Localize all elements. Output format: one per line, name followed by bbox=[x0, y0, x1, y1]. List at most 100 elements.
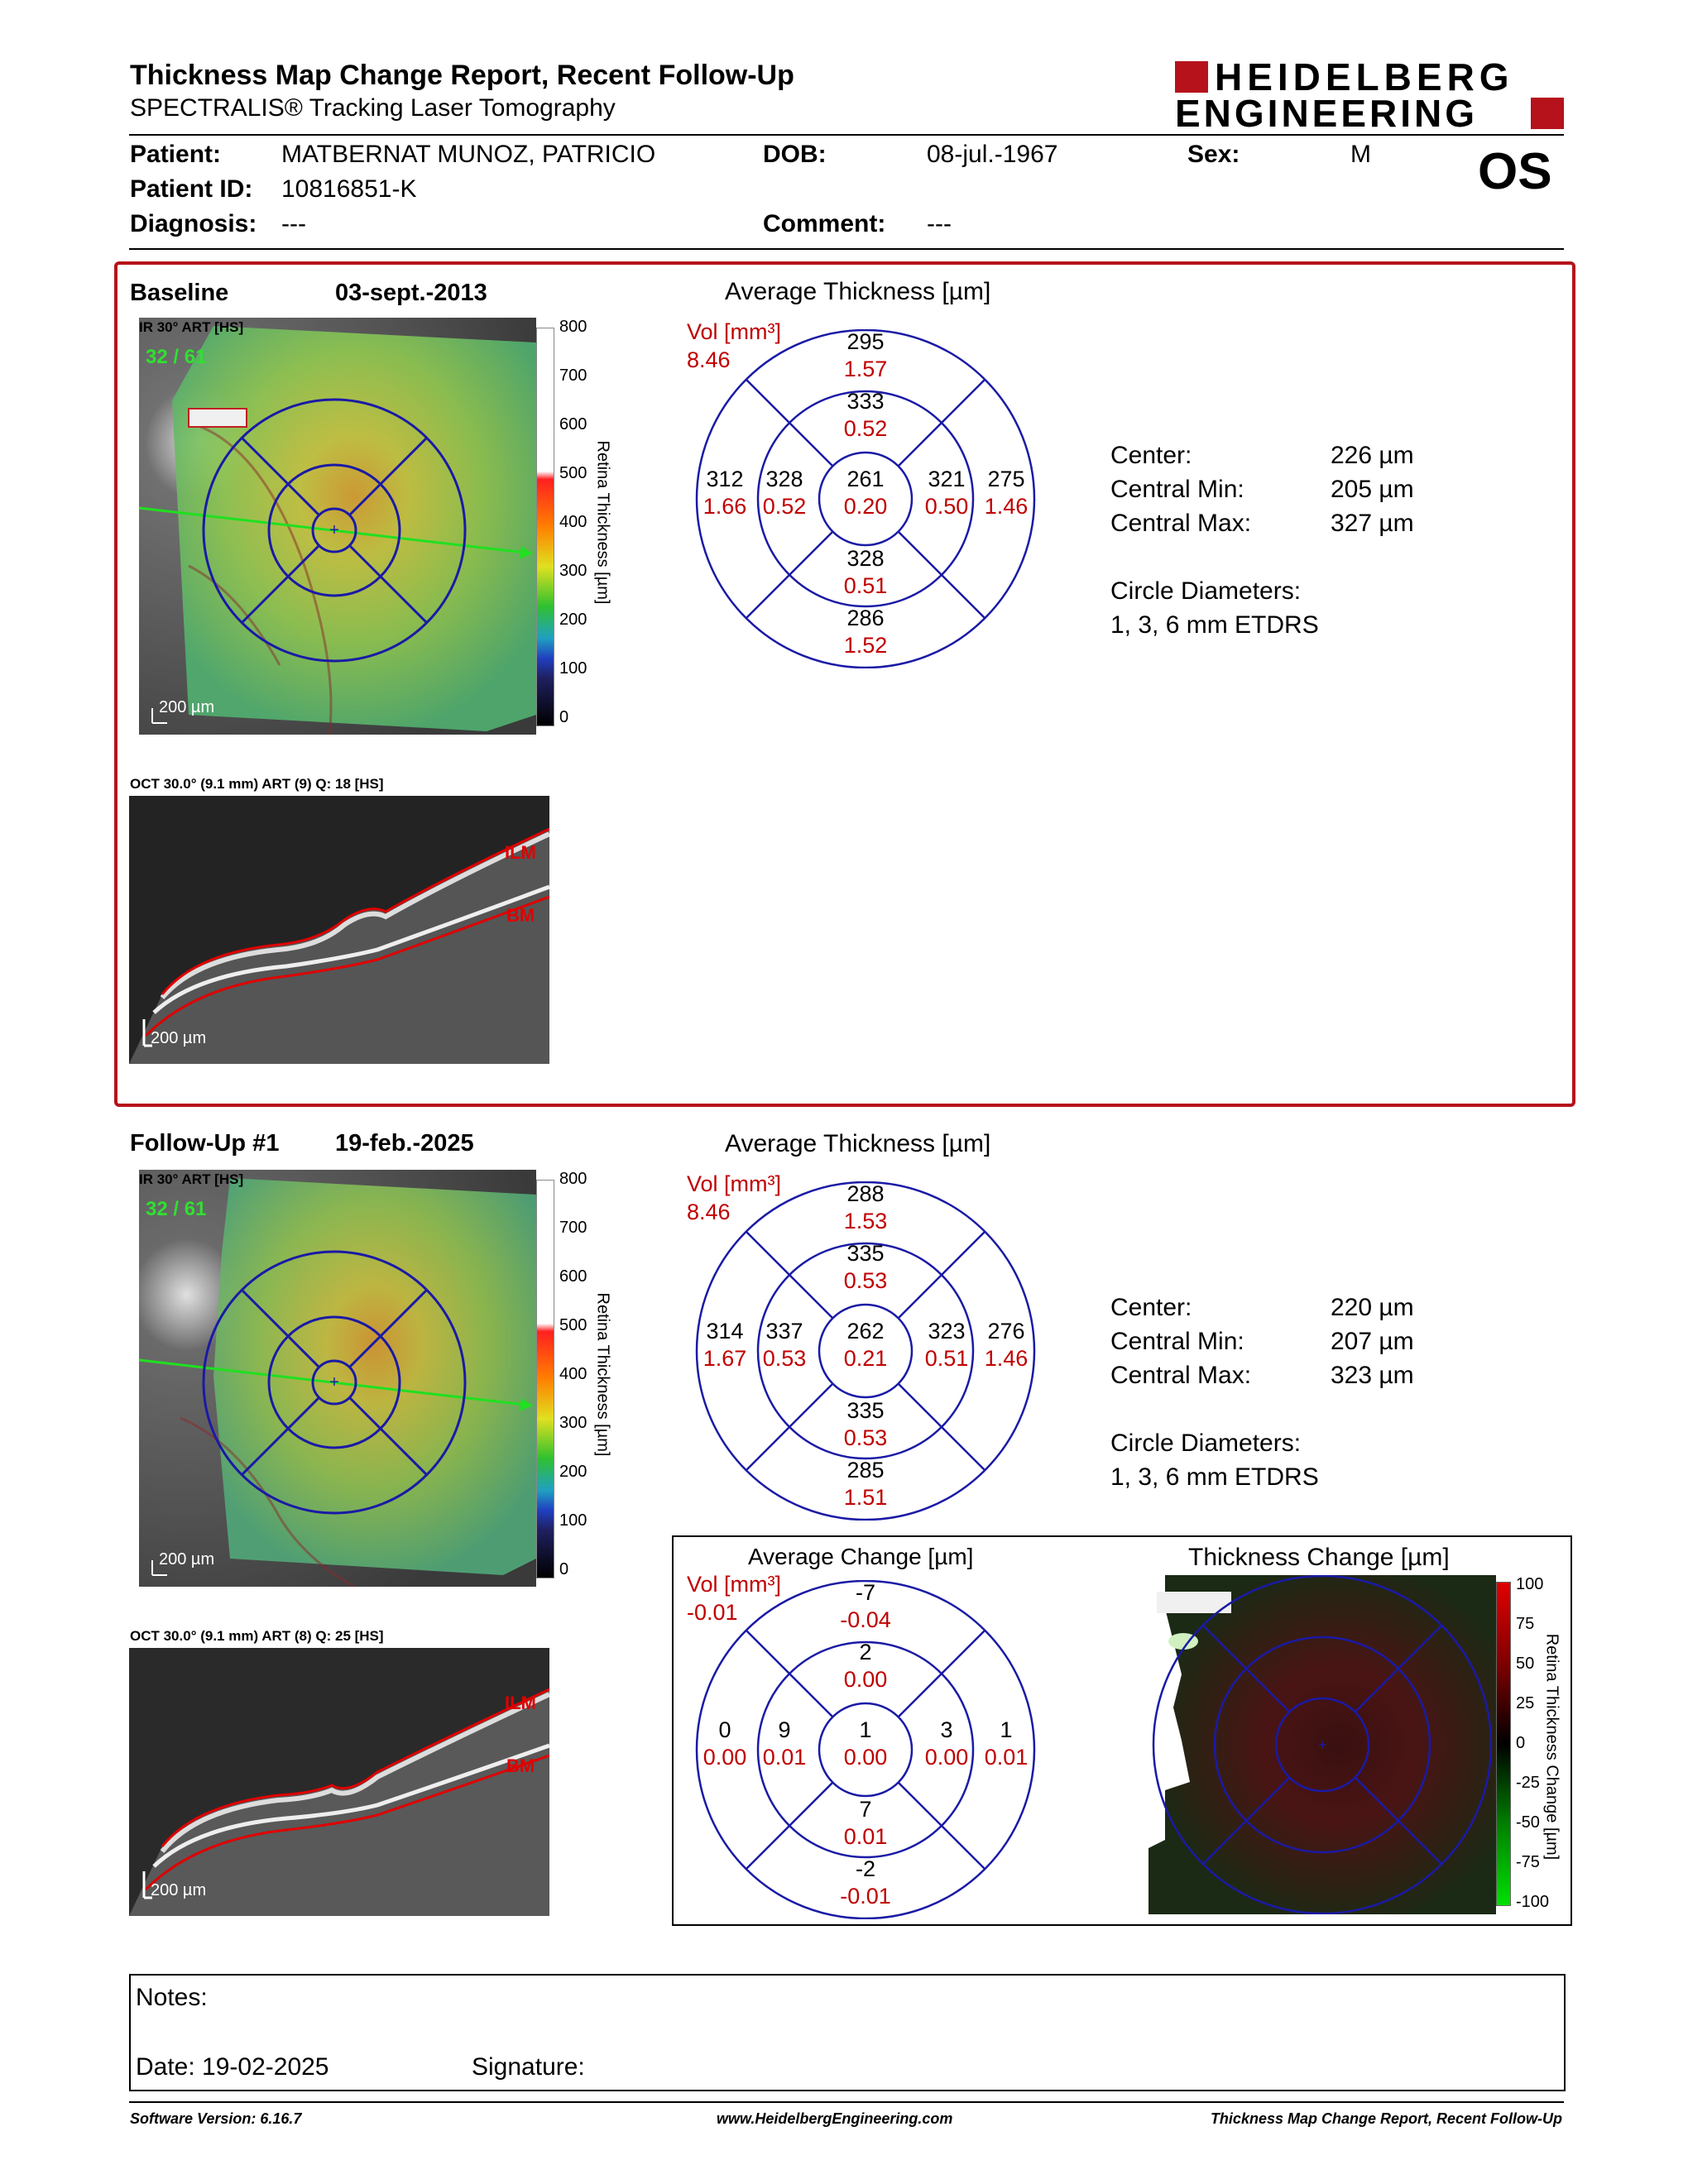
baseline-oct-image bbox=[129, 796, 551, 1064]
footer-software-version: Software Version: 6.16.7 bbox=[130, 2110, 302, 2127]
colorbar-tick: 200 bbox=[559, 1463, 587, 1481]
patient-id-value: 10816851-K bbox=[281, 175, 417, 203]
baseline-ir-frames: 32 / 61 bbox=[146, 346, 207, 368]
inf-outer-change: -2 bbox=[855, 1856, 875, 1881]
footer-website: www.HeidelbergEngineering.com bbox=[717, 2110, 953, 2127]
change-map-image: + bbox=[1149, 1574, 1496, 1915]
baseline-oct-scale: 200 µm bbox=[151, 1029, 207, 1047]
baseline-date: 03-sept.-2013 bbox=[335, 280, 487, 306]
logo-text-line2: ENGINEERING bbox=[1175, 92, 1479, 135]
report-title: Thickness Map Change Report, Recent Foll… bbox=[130, 60, 794, 91]
followup-vol-value: 8.46 bbox=[687, 1200, 731, 1224]
change-colorbar-tick: 50 bbox=[1516, 1655, 1535, 1673]
followup-max-label: Central Max: bbox=[1110, 1362, 1252, 1389]
baseline-oct-svg bbox=[129, 796, 551, 1064]
sup-inner-change: 2 bbox=[859, 1640, 872, 1664]
sup-outer-thickness: 288 bbox=[846, 1181, 885, 1206]
dob-label: DOB: bbox=[763, 141, 827, 168]
report-subtitle: SPECTRALIS® Tracking Laser Tomography bbox=[130, 94, 616, 122]
logo-square-bottom bbox=[1531, 98, 1564, 129]
baseline-min-value: 205 µm bbox=[1331, 476, 1414, 503]
sup-inner-volume: 0.52 bbox=[843, 416, 888, 441]
diagnosis-label: Diagnosis: bbox=[130, 210, 257, 237]
change-colorbar-tick: 100 bbox=[1516, 1575, 1544, 1593]
colorbar-tick: 300 bbox=[559, 1414, 587, 1432]
followup-center-label: Center: bbox=[1110, 1294, 1192, 1321]
inf-inner-thickness: 328 bbox=[846, 546, 885, 571]
nas-inner-volume: 0.50 bbox=[924, 494, 969, 519]
svg-text:+: + bbox=[329, 521, 339, 539]
followup-ir-image: + bbox=[138, 1170, 536, 1588]
inf-inner-thickness: 335 bbox=[846, 1398, 885, 1423]
temp-outer-volume: 1.67 bbox=[703, 1346, 747, 1371]
logo-square-top bbox=[1175, 61, 1208, 93]
change-colorbar-tick: -50 bbox=[1516, 1813, 1540, 1832]
change-box bbox=[672, 1535, 1572, 1926]
dob-value: 08-jul.-1967 bbox=[927, 141, 1058, 168]
followup-ilm-label: ILM bbox=[505, 1693, 536, 1713]
baseline-center-label: Center: bbox=[1110, 442, 1192, 469]
baseline-etdrs-svg bbox=[695, 328, 1036, 669]
sup-outer-volume: 1.53 bbox=[843, 1209, 888, 1233]
change-etdrs-grid bbox=[692, 1579, 1039, 1920]
temp-inner-thickness: 337 bbox=[765, 1319, 803, 1343]
colorbar-tick: 700 bbox=[559, 366, 587, 385]
followup-diam-label: Circle Diameters: bbox=[1110, 1430, 1302, 1457]
change-colorbar-tick: -25 bbox=[1516, 1774, 1540, 1792]
baseline-vol-value: 8.46 bbox=[687, 347, 731, 372]
temp-inner-vol-change: 0.01 bbox=[762, 1745, 807, 1770]
followup-date: 19-feb.-2025 bbox=[335, 1130, 474, 1157]
baseline-vol-label: Vol [mm³] bbox=[687, 319, 782, 344]
comment-value: --- bbox=[927, 210, 952, 237]
center-change: 1 bbox=[859, 1717, 872, 1742]
colorbar-tick: 500 bbox=[559, 1316, 587, 1334]
change-avg-title: Average Change [µm] bbox=[748, 1544, 974, 1569]
sex-value: M bbox=[1350, 141, 1371, 168]
notes-signature-label: Signature: bbox=[472, 2053, 585, 2081]
baseline-label: Baseline bbox=[130, 280, 229, 306]
baseline-min-label: Central Min: bbox=[1110, 476, 1244, 503]
colorbar-tick: 100 bbox=[559, 1511, 587, 1530]
sup-outer-thickness: 295 bbox=[846, 329, 885, 354]
followup-oct-svg bbox=[129, 1648, 551, 1916]
followup-center-value: 220 µm bbox=[1331, 1294, 1414, 1321]
followup-max-value: 323 µm bbox=[1331, 1362, 1414, 1389]
followup-oct-caption: OCT 30.0° (9.1 mm) ART (8) Q: 25 [HS] bbox=[130, 1628, 384, 1644]
colorbar-tick: 600 bbox=[559, 415, 587, 433]
change-vol-label: Vol [mm³] bbox=[687, 1572, 782, 1597]
notes-box[interactable] bbox=[129, 1974, 1566, 2091]
nas-outer-vol-change: 0.01 bbox=[984, 1745, 1029, 1770]
nas-inner-vol-change: 0.00 bbox=[924, 1745, 969, 1770]
patient-label: Patient: bbox=[130, 141, 222, 168]
colorbar-tick: 500 bbox=[559, 464, 587, 482]
change-colorbar-tick: -100 bbox=[1516, 1893, 1550, 1911]
change-colorbar-tick: 0 bbox=[1516, 1734, 1526, 1752]
baseline-max-label: Central Max: bbox=[1110, 510, 1252, 537]
temp-inner-thickness: 328 bbox=[765, 467, 803, 491]
followup-etdrs-svg bbox=[695, 1181, 1036, 1521]
sup-inner-thickness: 333 bbox=[846, 389, 885, 414]
baseline-bm-label: BM bbox=[506, 905, 535, 926]
center-thickness: 262 bbox=[846, 1319, 885, 1343]
center-volume: 0.20 bbox=[843, 494, 888, 519]
change-map-title: Thickness Change [µm] bbox=[1188, 1544, 1450, 1571]
followup-bm-label: BM bbox=[506, 1755, 535, 1776]
baseline-oct-caption: OCT 30.0° (9.1 mm) ART (9) Q: 18 [HS] bbox=[130, 776, 384, 792]
temp-outer-thickness: 314 bbox=[706, 1319, 744, 1343]
inf-inner-volume: 0.51 bbox=[843, 573, 888, 598]
notes-label: Notes: bbox=[136, 1984, 208, 2011]
followup-diam-value: 1, 3, 6 mm ETDRS bbox=[1110, 1463, 1319, 1491]
heidelberg-logo: HEIDELBERG ENGINEERING bbox=[1175, 55, 1564, 135]
followup-colorbar bbox=[536, 1180, 554, 1578]
followup-oct-image bbox=[129, 1648, 551, 1916]
followup-label: Follow-Up #1 bbox=[130, 1130, 280, 1157]
colorbar-tick: 0 bbox=[559, 708, 569, 726]
change-colorbar-tick: 25 bbox=[1516, 1694, 1535, 1712]
sup-inner-vol-change: 0.00 bbox=[843, 1667, 888, 1692]
followup-grid-values: 288 1.53 335 0.53 314 1.67 337 0.53 262 … bbox=[692, 1181, 1039, 1521]
baseline-colorbar-label: Retina Thickness [µm] bbox=[593, 440, 612, 605]
baseline-etdrs-grid bbox=[692, 328, 1039, 669]
colorbar-tick: 700 bbox=[559, 1219, 587, 1237]
notes-date: Date: 19-02-2025 bbox=[136, 2053, 329, 2081]
followup-ir-frames: 32 / 61 bbox=[146, 1198, 207, 1220]
